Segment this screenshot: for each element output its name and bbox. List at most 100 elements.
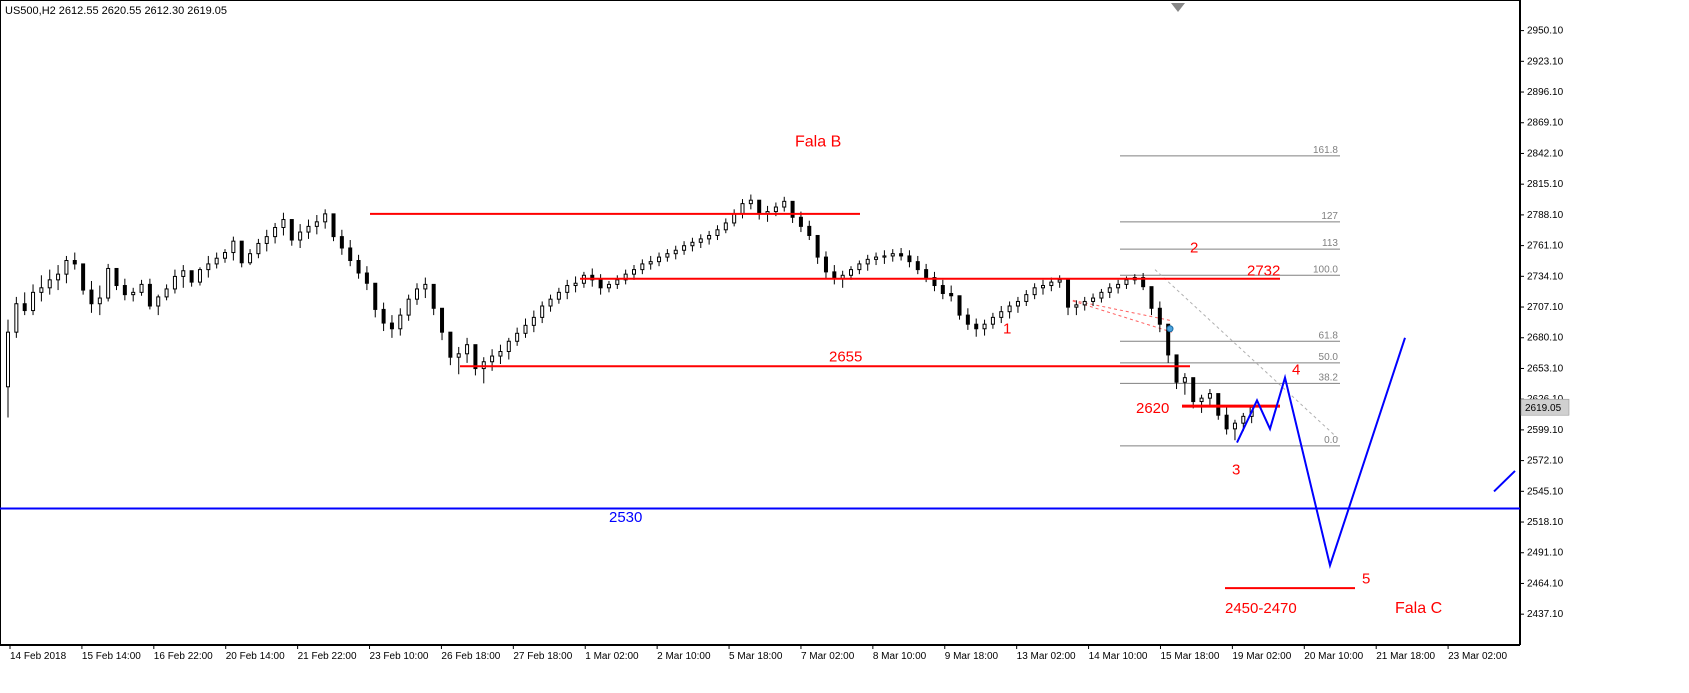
candle-body [1092, 298, 1095, 301]
candle-body [482, 362, 485, 369]
candle-body [908, 256, 911, 262]
candle-body [441, 308, 444, 332]
candle-body [691, 242, 694, 245]
fib-level-label: 61.8 [1319, 330, 1339, 341]
candle-body [390, 323, 393, 329]
candle-body [407, 299, 410, 315]
x-tick-label: 13 Mar 02:00 [1017, 651, 1076, 662]
candle-body [516, 333, 519, 341]
candle-body [65, 261, 68, 275]
candle-body [1242, 416, 1245, 423]
y-tick-label: 2464.10 [1527, 578, 1564, 589]
y-tick-label: 2599.10 [1527, 425, 1564, 436]
marker-dot [1167, 326, 1173, 332]
candle-body [274, 228, 277, 237]
candle-body [1083, 301, 1086, 304]
candle-body [198, 270, 201, 283]
x-tick-label: 21 Mar 18:00 [1376, 651, 1435, 662]
candle-body [891, 254, 894, 256]
price-chart[interactable]: 2950.102923.102896.102869.102842.102815.… [0, 0, 1689, 693]
candle-body [257, 243, 260, 253]
fib-level-label: 50.0 [1319, 352, 1339, 363]
candle-body [299, 232, 302, 240]
candle-body [48, 280, 51, 288]
candle-body [307, 226, 310, 232]
candle-body [683, 246, 686, 251]
candle-body [666, 254, 669, 257]
candle-body [7, 332, 10, 387]
candle-body [207, 264, 210, 270]
y-tick-label: 2815.10 [1527, 179, 1564, 190]
candle-body [532, 317, 535, 325]
candle-body [249, 254, 252, 263]
candle-body [833, 272, 836, 279]
candle-body [524, 325, 527, 333]
candle-body [1067, 280, 1070, 307]
candle-body [98, 298, 101, 304]
y-tick-label: 2896.10 [1527, 87, 1564, 98]
annotation-price_2655: 2655 [829, 349, 862, 366]
y-tick-label: 2572.10 [1527, 456, 1564, 467]
candle-body [774, 207, 777, 212]
candle-body [549, 299, 552, 306]
candle-body [1008, 306, 1011, 312]
annotation-wave_2: 2 [1190, 240, 1198, 257]
candle-body [808, 226, 811, 235]
candle-body [324, 214, 327, 222]
candle-body [599, 280, 602, 288]
candle-body [1075, 305, 1078, 307]
candle-body [850, 270, 853, 276]
candle-body [32, 292, 35, 310]
candle-body [115, 268, 118, 285]
y-tick-label: 2869.10 [1527, 118, 1564, 129]
candle-body [399, 315, 402, 329]
candle-body [741, 204, 744, 214]
candle-body [1033, 288, 1036, 295]
fib-level-label: 100.0 [1313, 264, 1338, 275]
annotation-price_2732: 2732 [1247, 262, 1280, 279]
candle-body [658, 257, 661, 262]
y-tick-label: 2950.10 [1527, 26, 1564, 37]
x-tick-label: 21 Feb 22:00 [298, 651, 357, 662]
candle-body [633, 270, 636, 275]
x-tick-label: 20 Feb 14:00 [226, 651, 285, 662]
candle-body [157, 297, 160, 306]
y-tick-label: 2761.10 [1527, 241, 1564, 252]
candle-body [190, 271, 193, 282]
candle-body [424, 284, 427, 289]
candle-body [824, 257, 827, 272]
candle-body [983, 324, 986, 329]
x-tick-label: 23 Feb 10:00 [370, 651, 429, 662]
candle-body [607, 284, 610, 287]
x-tick-label: 15 Feb 14:00 [82, 651, 141, 662]
candle-body [1225, 415, 1228, 429]
annotation-wave_5: 5 [1362, 571, 1370, 588]
annotation-price_2450_2470: 2450-2470 [1225, 600, 1297, 617]
candle-body [758, 200, 761, 214]
y-tick-label: 2788.10 [1527, 210, 1564, 221]
fib-level-label: 38.2 [1319, 372, 1339, 383]
candle-body [507, 341, 510, 351]
fib-level-label: 113 [1322, 238, 1338, 249]
candle-body [649, 262, 652, 264]
candle-body [357, 261, 360, 274]
y-tick-label: 2545.10 [1527, 486, 1564, 497]
scroll-marker-icon [1171, 3, 1185, 12]
y-tick-label: 2734.10 [1527, 271, 1564, 282]
candle-body [82, 264, 85, 290]
candle-body [499, 352, 502, 357]
annotation-fala_b: Fala B [795, 134, 841, 151]
candle-body [1208, 394, 1211, 399]
annotation-wave_1: 1 [1003, 320, 1011, 337]
candle-body [457, 354, 460, 357]
y-tick-label: 2680.10 [1527, 333, 1564, 344]
candle-body [574, 283, 577, 285]
annotation-fala_c: Fala C [1395, 600, 1442, 617]
candle-body [240, 241, 243, 263]
candle-body [966, 315, 969, 324]
candle-body [1217, 394, 1220, 416]
x-tick-label: 14 Feb 2018 [10, 651, 67, 662]
candle-body [23, 304, 26, 311]
candle-body [1175, 355, 1178, 382]
ohlc-header: US500,H2 2612.55 2620.55 2612.30 2619.05 [5, 5, 227, 17]
